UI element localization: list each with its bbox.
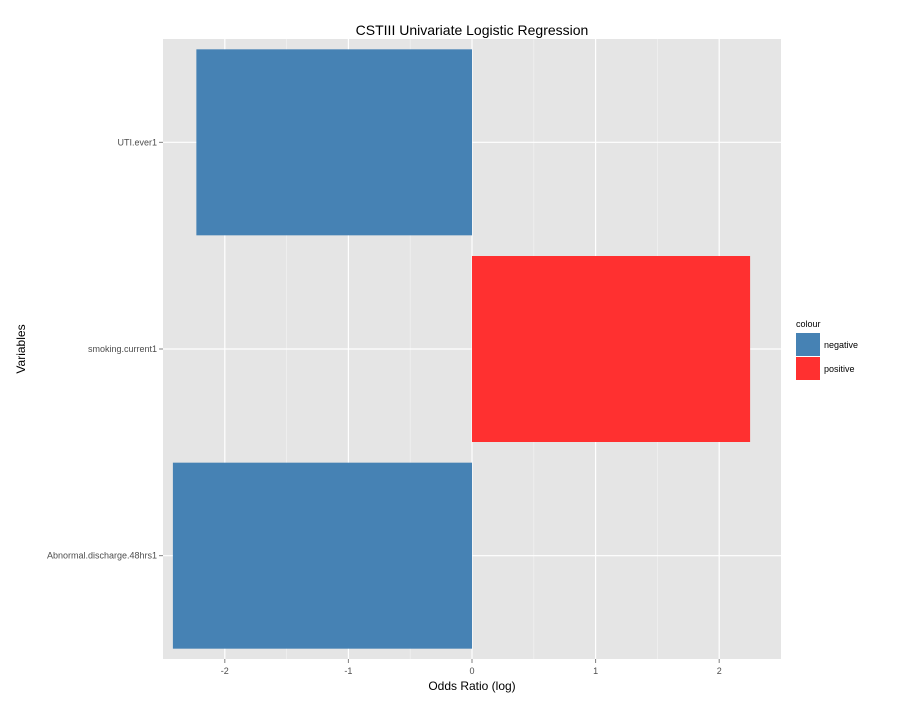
y-tick-label: smoking.current1 (88, 344, 157, 354)
x-axis-ticks: -2 -1 0 1 2 (221, 659, 722, 676)
x-tick-label: -2 (221, 666, 229, 676)
legend-key-positive (796, 357, 820, 380)
legend-label-positive: positive (824, 364, 855, 374)
bar-uti-ever1 (196, 49, 472, 236)
x-tick-label: 1 (593, 666, 598, 676)
y-tick-label: UTI.ever1 (117, 137, 157, 147)
x-tick-label: -1 (344, 666, 352, 676)
x-axis-title: Odds Ratio (log) (428, 679, 515, 693)
x-tick-label: 2 (717, 666, 722, 676)
legend-key-negative (796, 333, 820, 356)
legend-title: colour (796, 319, 821, 329)
bars (172, 49, 751, 649)
bar-smoking-current1 (472, 256, 751, 442)
y-axis-title: Variables (14, 324, 28, 373)
legend-label-negative: negative (824, 340, 858, 350)
legend: colour negative positive (796, 319, 858, 380)
x-tick-label: 0 (469, 666, 474, 676)
y-axis-ticks: UTI.ever1 smoking.current1 Abnormal.discha… (47, 137, 163, 561)
bar-abnormal-discharge-48hrs1 (172, 462, 472, 649)
y-tick-label: Abnormal.discharge.48hrs1 (47, 551, 157, 561)
chart-title: CSTIII Univariate Logistic Regression (356, 22, 589, 38)
